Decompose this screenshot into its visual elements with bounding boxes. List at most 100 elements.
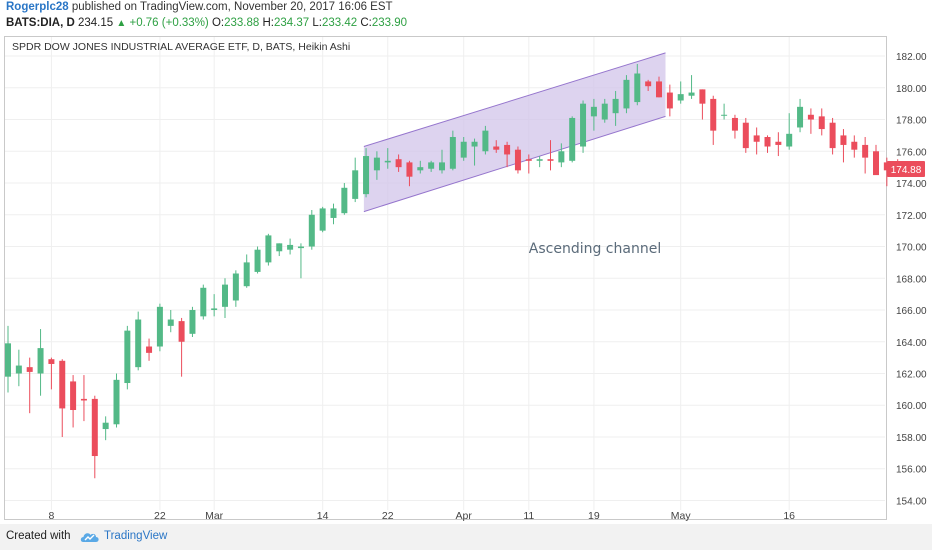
candle-body (536, 159, 543, 161)
candlestick-chart[interactable]: 154.00 156.00 158.00 160.00 162.00 164.00 166.… (0, 0, 932, 524)
candle-body (178, 321, 185, 342)
candle-body (59, 360, 66, 409)
y-tick-label: 176.00 (896, 147, 927, 158)
candle-body (862, 144, 869, 158)
candle-body (439, 162, 445, 171)
x-tick-label: Mar (205, 510, 224, 522)
candle-body (601, 103, 608, 120)
candle-body (80, 398, 87, 401)
candle-body (330, 208, 337, 218)
symbol-label: BATS:DIA, D (6, 17, 75, 29)
candle-body (167, 319, 174, 326)
candle-body (449, 136, 456, 169)
candle-body (645, 81, 652, 87)
tradingview-cloud-icon[interactable] (80, 530, 100, 544)
x-tick-label: 22 (154, 510, 166, 522)
y-tick-label: 158.00 (896, 433, 927, 444)
y-tick-label: 182.00 (896, 52, 927, 63)
candle-body (428, 162, 435, 169)
candle-body (91, 398, 98, 457)
x-tick-label: 8 (48, 510, 54, 522)
up-arrow-icon: ▲ (116, 18, 127, 29)
candle-body (395, 159, 402, 168)
candle-body (580, 103, 587, 147)
y-tick-label: 168.00 (896, 274, 927, 285)
candle-body (666, 92, 673, 109)
chart-title: SPDR DOW JONES INDUSTRIAL AVERAGE ETF, D… (12, 41, 351, 53)
x-tick-label: 22 (382, 510, 394, 522)
candle-body (677, 94, 684, 101)
publication-line: Rogerplc28 published on TradingView.com,… (6, 1, 393, 13)
candle-body (775, 141, 782, 145)
candle-body (818, 116, 825, 130)
candle-body (482, 130, 489, 152)
ascending-channel-fill (363, 52, 666, 212)
candle-body (590, 106, 597, 117)
high-value: 234.37 (274, 17, 310, 29)
candle-body (222, 284, 228, 307)
candle-body (807, 114, 814, 120)
x-tick-label: 11 (523, 510, 534, 522)
candle-body (493, 146, 500, 150)
quote-line: BATS:DIA, D 234.15 ▲ +0.76 (+0.33%) O:23… (6, 17, 407, 29)
candle-body (341, 187, 348, 214)
low-label: L: (312, 17, 322, 29)
candle-body (797, 106, 804, 128)
candle-body (15, 365, 22, 374)
close-value: 233.90 (371, 17, 408, 29)
y-tick-label: 172.00 (896, 211, 927, 222)
candle-body (525, 159, 532, 161)
tradingview-brand-link[interactable]: TradingView (104, 530, 168, 542)
candle-body (851, 141, 858, 150)
low-value: 233.42 (321, 17, 358, 29)
publisher-link[interactable]: Rogerplc28 (6, 1, 69, 13)
candle-body (254, 249, 261, 272)
y-tick-label: 160.00 (896, 401, 927, 412)
candle-body (710, 98, 717, 131)
y-tick-label: 162.00 (896, 369, 927, 380)
candle-body (417, 167, 424, 171)
candle-body (308, 214, 315, 247)
last-price-tag (887, 161, 925, 178)
candle-body (276, 243, 283, 252)
candle-body (699, 89, 706, 104)
candle-body (883, 162, 890, 171)
annotation-ascending-channel: Ascending channel (529, 241, 661, 257)
candle-body (873, 151, 879, 176)
candle-body (146, 346, 153, 353)
x-tick-label: 14 (317, 510, 329, 522)
candle-body (352, 170, 359, 199)
last-price: 234.15 (77, 17, 114, 29)
candle-body (319, 208, 326, 231)
candle-body (200, 287, 207, 317)
candle-body (731, 117, 738, 131)
candle-body (297, 246, 304, 249)
last-price-label: 174.88 (891, 165, 922, 176)
candle-body (384, 160, 391, 163)
x-tick-label: May (671, 510, 692, 522)
candle-body (363, 156, 370, 195)
header: Rogerplc28 published on TradingView.com,… (0, 0, 932, 34)
y-tick-label: 174.00 (896, 179, 927, 190)
candle-body (634, 73, 641, 103)
candle-body (569, 117, 576, 161)
candle-body (406, 162, 413, 177)
candle-body (113, 379, 120, 425)
footer: Created with TradingView (0, 524, 932, 550)
y-tick-label: 164.00 (896, 338, 927, 349)
candle-body (742, 122, 749, 149)
candle-body (70, 381, 77, 411)
candle-body (612, 98, 619, 114)
published-text: published on TradingView.com, November 2… (71, 1, 393, 13)
candle-body (189, 310, 196, 334)
candle-body (829, 122, 836, 149)
y-tick-label: 170.00 (896, 243, 927, 254)
candle-body (840, 135, 847, 145)
candle-body (102, 422, 109, 430)
candle-body (688, 92, 695, 96)
open-label: O: (211, 17, 225, 29)
close-label: C: (360, 17, 372, 29)
created-with-label: Created with (6, 530, 71, 542)
candle-body (211, 308, 218, 311)
y-tick-label: 156.00 (896, 465, 927, 476)
